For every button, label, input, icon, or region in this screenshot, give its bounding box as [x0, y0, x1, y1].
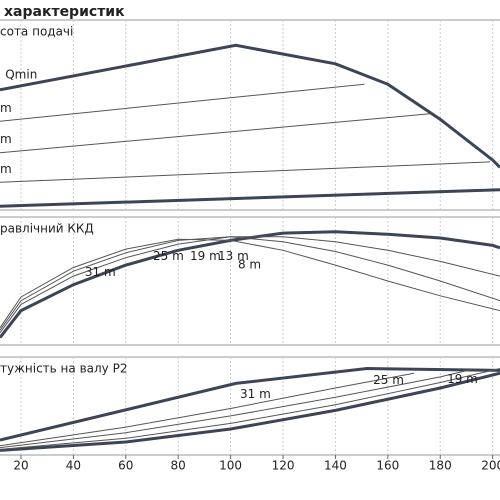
- x-tick-label: 60: [118, 459, 133, 473]
- annotation: m: [0, 162, 12, 176]
- panel-label: равлічний ККД: [0, 222, 94, 236]
- x-tick-label: 140: [324, 459, 347, 473]
- annotation: m: [0, 101, 12, 115]
- panel-label: сота подачі: [0, 25, 73, 39]
- curve: [0, 371, 500, 452]
- annotation: m: [0, 132, 12, 146]
- curve: [0, 83, 365, 122]
- curve: [0, 238, 500, 329]
- x-tick-label: 80: [171, 459, 186, 473]
- annotation: 19 m: [190, 249, 221, 263]
- x-tick-label: 160: [376, 459, 399, 473]
- annotation: 25 m: [373, 373, 404, 387]
- curve: [0, 161, 491, 183]
- curve: [0, 43, 500, 169]
- x-tick-label: 20: [13, 459, 28, 473]
- annotation: 31 m: [240, 387, 271, 401]
- x-tick-label: 100: [219, 459, 242, 473]
- annotation: Qmin: [5, 67, 37, 81]
- annotation: 31 m: [85, 265, 116, 279]
- annotation: 25 m: [153, 249, 184, 263]
- curve: [0, 368, 472, 449]
- x-tick-label: 180: [429, 459, 452, 473]
- curve: [0, 372, 415, 447]
- curve: [0, 230, 500, 339]
- curve: [0, 236, 500, 331]
- curve: [0, 366, 500, 442]
- curve: [0, 188, 500, 208]
- x-tick-label: 200: [481, 459, 500, 473]
- annotation: 19 m: [447, 372, 478, 386]
- curve: [0, 113, 430, 154]
- panel-label: тужність на валу P2: [0, 362, 127, 376]
- annotation: 8 m: [238, 258, 261, 272]
- x-tick-label: 120: [272, 459, 295, 473]
- curve: [0, 368, 500, 450]
- chart-title: характеристик: [4, 4, 125, 20]
- x-tick-label: 40: [66, 459, 81, 473]
- annotation: 13 m: [218, 249, 249, 263]
